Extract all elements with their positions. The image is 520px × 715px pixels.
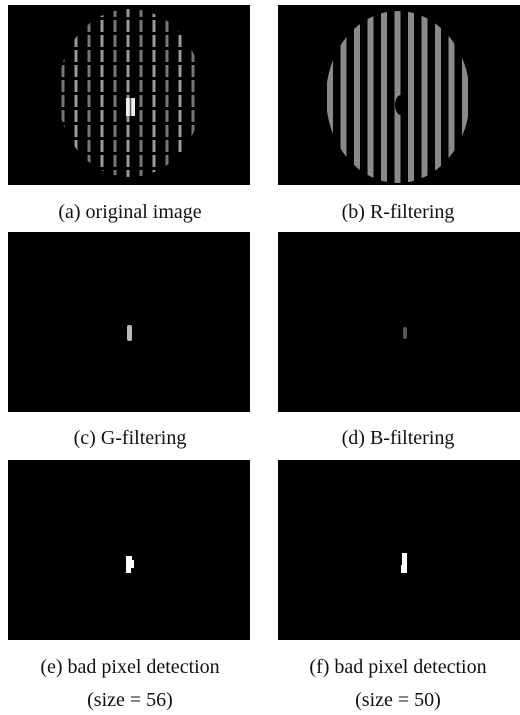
caption: (d) B-filtering [268,426,520,450]
dark-spot [395,95,407,115]
stripes [330,5,465,185]
detection-image [278,460,520,640]
g-filtered-image [8,232,250,412]
caption-note: (size = 56) [0,688,260,712]
blob [126,556,134,573]
caption: (c) G-filtering [0,426,260,450]
original-image [8,5,250,185]
detection-image [8,460,250,640]
caption: (a) original image [0,200,260,224]
caption-note: (size = 50) [268,688,520,712]
blob [127,325,132,341]
r-filtered-image [278,5,520,185]
b-filtered-image [278,232,520,412]
stripes [63,5,193,185]
figure: (a) original image (b) R-filtering (c) G… [0,0,520,715]
blob [403,327,407,339]
caption: (b) R-filtering [268,200,520,224]
blob [401,553,407,573]
caption: (e) bad pixel detection [0,655,260,679]
caption: (f) bad pixel detection [268,655,520,679]
